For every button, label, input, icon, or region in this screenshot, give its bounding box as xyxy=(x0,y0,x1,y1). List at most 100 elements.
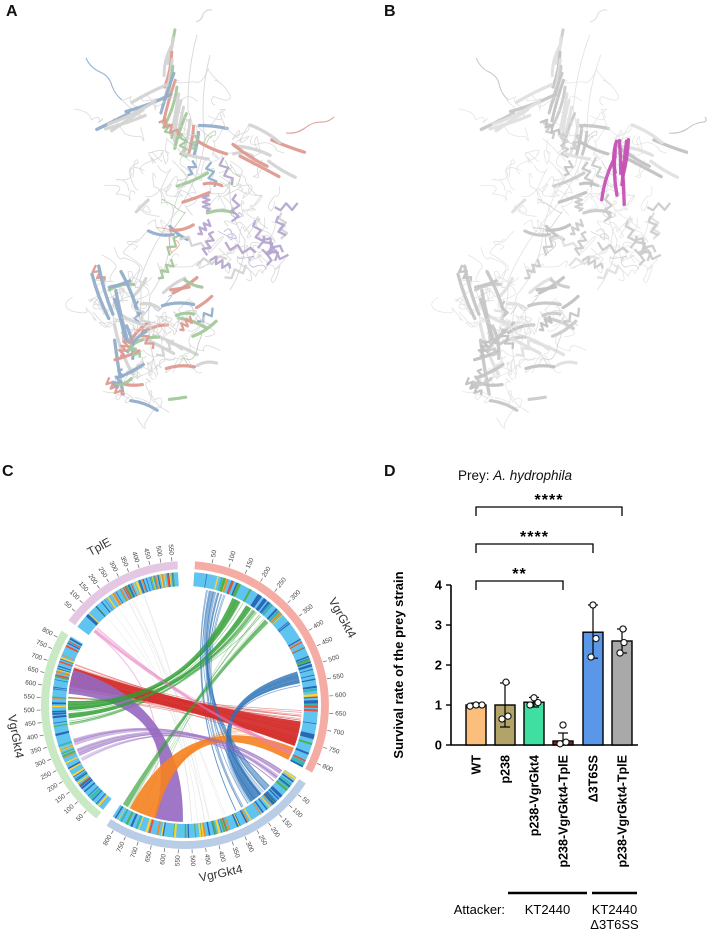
ribbon-loop xyxy=(145,378,170,413)
ribbon-strand xyxy=(205,208,236,215)
protein-structure-gray-figure xyxy=(431,9,707,429)
ribbon-loop xyxy=(143,294,173,315)
tick xyxy=(58,781,63,784)
ribbon-strand xyxy=(248,123,282,145)
sequence-stripe xyxy=(271,614,283,624)
sequence-stripe xyxy=(56,671,70,676)
ribbon-loop xyxy=(268,186,280,212)
sequence-stripe xyxy=(219,577,224,592)
ribbon-loop xyxy=(146,358,166,376)
sequence-stripe xyxy=(65,756,79,764)
sequence-stripe xyxy=(67,642,81,650)
sequence-stripe xyxy=(303,696,318,698)
tick xyxy=(287,600,291,604)
ribbon-strand xyxy=(578,140,610,156)
data-point xyxy=(530,694,538,702)
sequence-stripe xyxy=(292,754,306,762)
sequence-stripe xyxy=(55,674,70,679)
ribbon-strand xyxy=(139,302,161,310)
sequence-stripe xyxy=(79,776,91,787)
chord-ribbon xyxy=(203,590,270,791)
ribbon-loop xyxy=(235,124,251,151)
sequence-stripe xyxy=(303,700,318,703)
sequence-stripe xyxy=(160,822,165,836)
chord-ribbon xyxy=(94,629,293,756)
ribbon-helix xyxy=(187,159,198,177)
sequence-stripe xyxy=(58,741,73,747)
ribbon-helix xyxy=(477,340,491,357)
segment-name: TplE xyxy=(85,535,113,559)
sig-bracket xyxy=(475,580,564,590)
sequence-stripe xyxy=(269,611,281,623)
sequence-stripe xyxy=(124,586,132,600)
sequence-stripe xyxy=(75,772,88,782)
sequence-stripe xyxy=(69,637,83,647)
sequence-stripe xyxy=(52,710,67,713)
segment-arc xyxy=(40,630,102,819)
ribbon-strand xyxy=(550,319,578,338)
tick xyxy=(211,559,214,564)
chord-line xyxy=(200,589,242,808)
sequence-stripe xyxy=(290,759,304,768)
ribbon-loop xyxy=(589,113,621,138)
ribbon-loop xyxy=(602,206,615,220)
ribbon-loop xyxy=(490,361,514,380)
ribbon-helix xyxy=(568,255,600,267)
ribbon-loop xyxy=(115,167,145,192)
ribbon-strand xyxy=(113,349,141,362)
sequence-stripe xyxy=(92,790,103,801)
tick xyxy=(123,836,126,841)
sequence-stripe xyxy=(52,696,67,699)
ribbon-loop xyxy=(227,218,261,244)
ribbon-helix xyxy=(524,258,542,280)
ribbon-helix xyxy=(197,218,212,236)
sequence-stripe xyxy=(88,612,100,624)
sequence-stripe xyxy=(296,658,311,666)
sequence-stripe xyxy=(135,815,143,830)
ribbon-loop xyxy=(524,354,544,374)
tick-label: 450 xyxy=(142,548,152,561)
ribbon-helix xyxy=(224,264,248,280)
ribbon-strand xyxy=(160,301,196,308)
ribbon-helix xyxy=(633,237,657,253)
chord-line xyxy=(200,590,237,811)
ribbon-strand xyxy=(231,142,269,168)
ribbon-loop xyxy=(224,219,261,239)
sequence-stripe xyxy=(97,794,109,807)
tick-label: 200 xyxy=(46,782,59,794)
sequence-stripe xyxy=(226,580,234,595)
ribbon-loop xyxy=(515,357,538,371)
ribbon-loop xyxy=(201,152,238,175)
sequence-band xyxy=(193,572,318,768)
ribbon-loop xyxy=(431,296,463,321)
ribbon-strand xyxy=(134,198,150,214)
tick-label: 600 xyxy=(25,679,37,687)
ribbon-loop xyxy=(148,151,163,165)
sequence-stripe xyxy=(51,705,66,708)
tick xyxy=(244,569,248,574)
ribbon-strand xyxy=(129,399,159,412)
ribbon-strand xyxy=(550,43,562,78)
sequence-stripe xyxy=(153,575,158,590)
tick-label: 450 xyxy=(203,854,212,866)
terminal-tail xyxy=(285,116,335,134)
sequence-stripe xyxy=(302,685,317,690)
tick-label: 300 xyxy=(108,560,119,573)
tick xyxy=(106,578,110,583)
sequence-stripe xyxy=(160,573,165,588)
ribbon-loop xyxy=(199,130,217,148)
sequence-stripe xyxy=(298,739,313,746)
tick xyxy=(298,613,303,617)
chord-line xyxy=(80,735,278,778)
ribbon-strand xyxy=(175,171,210,188)
tick xyxy=(308,628,313,631)
sequence-stripe xyxy=(113,592,122,605)
tick-label: 550 xyxy=(167,544,175,556)
ribbon-helix xyxy=(196,307,214,323)
ribbon-strand xyxy=(537,276,565,295)
sequence-stripe xyxy=(52,697,67,700)
sequence-stripe xyxy=(250,593,261,607)
tick-label: 500 xyxy=(189,855,197,867)
ribbon-helix xyxy=(274,202,299,212)
ribbon-helix xyxy=(542,121,556,140)
